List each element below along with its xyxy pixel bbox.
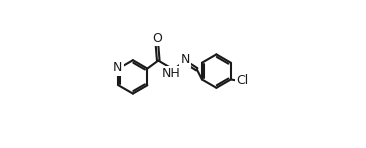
Text: NH: NH [162, 67, 181, 80]
Text: O: O [152, 32, 162, 45]
Text: N: N [180, 53, 190, 66]
Text: N: N [113, 61, 122, 74]
Text: Cl: Cl [236, 74, 249, 87]
